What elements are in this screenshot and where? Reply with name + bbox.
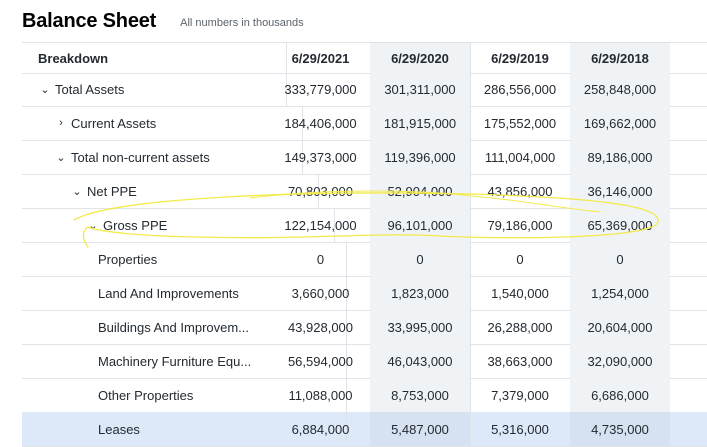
row-label: Total non-current assets	[71, 149, 210, 165]
balance-sheet-table: Breakdown 6/29/2021 6/29/2020 6/29/2019 …	[22, 42, 707, 447]
value-cell: 122,154,000	[271, 208, 371, 242]
value-cell: 3,660,000	[271, 276, 371, 310]
row-label: Land And Improvements	[98, 285, 239, 301]
value-cell: 258,848,000	[570, 72, 670, 106]
breakdown-header: Breakdown	[22, 43, 287, 73]
row-label: Total Assets	[55, 81, 125, 97]
value-cell: 301,311,000	[370, 72, 471, 106]
value-cell: 6,686,000	[570, 378, 670, 412]
value-cell: 119,396,000	[370, 140, 471, 174]
value-cell: 65,369,000	[570, 208, 670, 242]
row-land-and-improvements: Land And Improvements 3,660,000 1,823,00…	[22, 276, 707, 311]
value-cell: 33,995,000	[370, 310, 471, 344]
row-current-assets: › Current Assets 184,406,000 181,915,000…	[22, 106, 707, 141]
value-cell: 89,186,000	[570, 140, 670, 174]
row-total-assets: ⌄ Total Assets 333,779,000 301,311,000 2…	[22, 72, 707, 107]
row-label: Leases	[98, 421, 140, 437]
value-cell: 96,101,000	[370, 208, 471, 242]
value-cell: 175,552,000	[470, 106, 571, 140]
row-label-cell: Buildings And Improvem...	[22, 310, 347, 344]
value-cell: 56,594,000	[271, 344, 371, 378]
value-cell: 79,186,000	[470, 208, 571, 242]
column-header-2021: 6/29/2021	[271, 43, 371, 73]
value-cell: 184,406,000	[271, 106, 371, 140]
chevron-down-icon: ⌄	[72, 185, 82, 198]
row-label: Current Assets	[71, 115, 157, 131]
value-cell: 70,803,000	[271, 174, 371, 208]
value-cell: 32,090,000	[570, 344, 670, 378]
value-cell: 20,604,000	[570, 310, 670, 344]
value-cell: 8,753,000	[370, 378, 471, 412]
page-title: Balance Sheet	[22, 9, 157, 32]
value-cell: 52,904,000	[370, 174, 471, 208]
chevron-right-icon: ›	[59, 117, 63, 129]
row-net-ppe: ⌄ Net PPE 70,803,000 52,904,000 43,856,0…	[22, 174, 707, 209]
row-gross-ppe: ⌄ Gross PPE 122,154,000 96,101,000 79,18…	[22, 208, 707, 243]
value-cell: 181,915,000	[370, 106, 471, 140]
column-header-2020: 6/29/2020	[370, 43, 471, 73]
value-cell: 149,373,000	[271, 140, 371, 174]
chevron-down-icon: ⌄	[88, 219, 98, 232]
chevron-down-icon: ⌄	[56, 151, 66, 164]
value-cell: 0	[271, 242, 371, 276]
table-header-row: Breakdown 6/29/2021 6/29/2020 6/29/2019 …	[22, 42, 707, 74]
row-label: Net PPE	[87, 183, 137, 199]
column-header-2019: 6/29/2019	[470, 43, 571, 73]
value-cell: 333,779,000	[271, 72, 371, 106]
value-cell: 111,004,000	[470, 140, 571, 174]
page-header: Balance Sheet All numbers in thousands	[22, 6, 304, 36]
row-label: Gross PPE	[103, 217, 168, 233]
row-label: Other Properties	[98, 387, 194, 403]
row-toggle-current-assets[interactable]: › Current Assets	[22, 106, 303, 140]
chevron-down-icon: ⌄	[40, 83, 50, 96]
row-total-non-current-assets: ⌄ Total non-current assets 149,373,000 1…	[22, 140, 707, 175]
value-cell: 43,856,000	[470, 174, 571, 208]
value-cell: 169,662,000	[570, 106, 670, 140]
row-properties: Properties 0 0 0 0	[22, 242, 707, 277]
row-toggle-non-current-assets[interactable]: ⌄ Total non-current assets	[22, 140, 303, 174]
row-toggle-total-assets[interactable]: ⌄ Total Assets	[22, 72, 287, 106]
value-cell: 0	[470, 242, 571, 276]
row-label-cell: Leases	[22, 412, 347, 446]
row-label-cell: Machinery Furniture Equ...	[22, 344, 347, 378]
row-label: Buildings And Improvem...	[98, 319, 250, 335]
value-cell: 0	[370, 242, 471, 276]
row-label-cell: Land And Improvements	[22, 276, 347, 310]
value-cell: 38,663,000	[470, 344, 571, 378]
row-machinery-furniture-equipment: Machinery Furniture Equ... 56,594,000 46…	[22, 344, 707, 379]
value-cell: 1,823,000	[370, 276, 471, 310]
row-label-cell: Properties	[22, 242, 347, 276]
value-cell: 4,735,000	[570, 412, 670, 446]
value-cell: 286,556,000	[470, 72, 571, 106]
value-cell: 26,288,000	[470, 310, 571, 344]
row-leases[interactable]: Leases 6,884,000 5,487,000 5,316,000 4,7…	[22, 412, 707, 447]
value-cell: 36,146,000	[570, 174, 670, 208]
value-cell: 6,884,000	[271, 412, 371, 446]
value-cell: 43,928,000	[271, 310, 371, 344]
row-buildings-and-improvements: Buildings And Improvem... 43,928,000 33,…	[22, 310, 707, 345]
column-header-2018: 6/29/2018	[570, 43, 670, 73]
value-cell: 5,487,000	[370, 412, 471, 446]
value-cell: 46,043,000	[370, 344, 471, 378]
row-label-cell: Other Properties	[22, 378, 347, 412]
value-cell: 11,088,000	[271, 378, 371, 412]
value-cell: 0	[570, 242, 670, 276]
value-cell: 1,540,000	[470, 276, 571, 310]
value-cell: 7,379,000	[470, 378, 571, 412]
units-note: All numbers in thousands	[180, 17, 304, 29]
row-label: Machinery Furniture Equ...	[98, 353, 252, 369]
value-cell: 5,316,000	[470, 412, 571, 446]
row-label: Properties	[98, 251, 158, 267]
row-other-properties: Other Properties 11,088,000 8,753,000 7,…	[22, 378, 707, 413]
value-cell: 1,254,000	[570, 276, 670, 310]
